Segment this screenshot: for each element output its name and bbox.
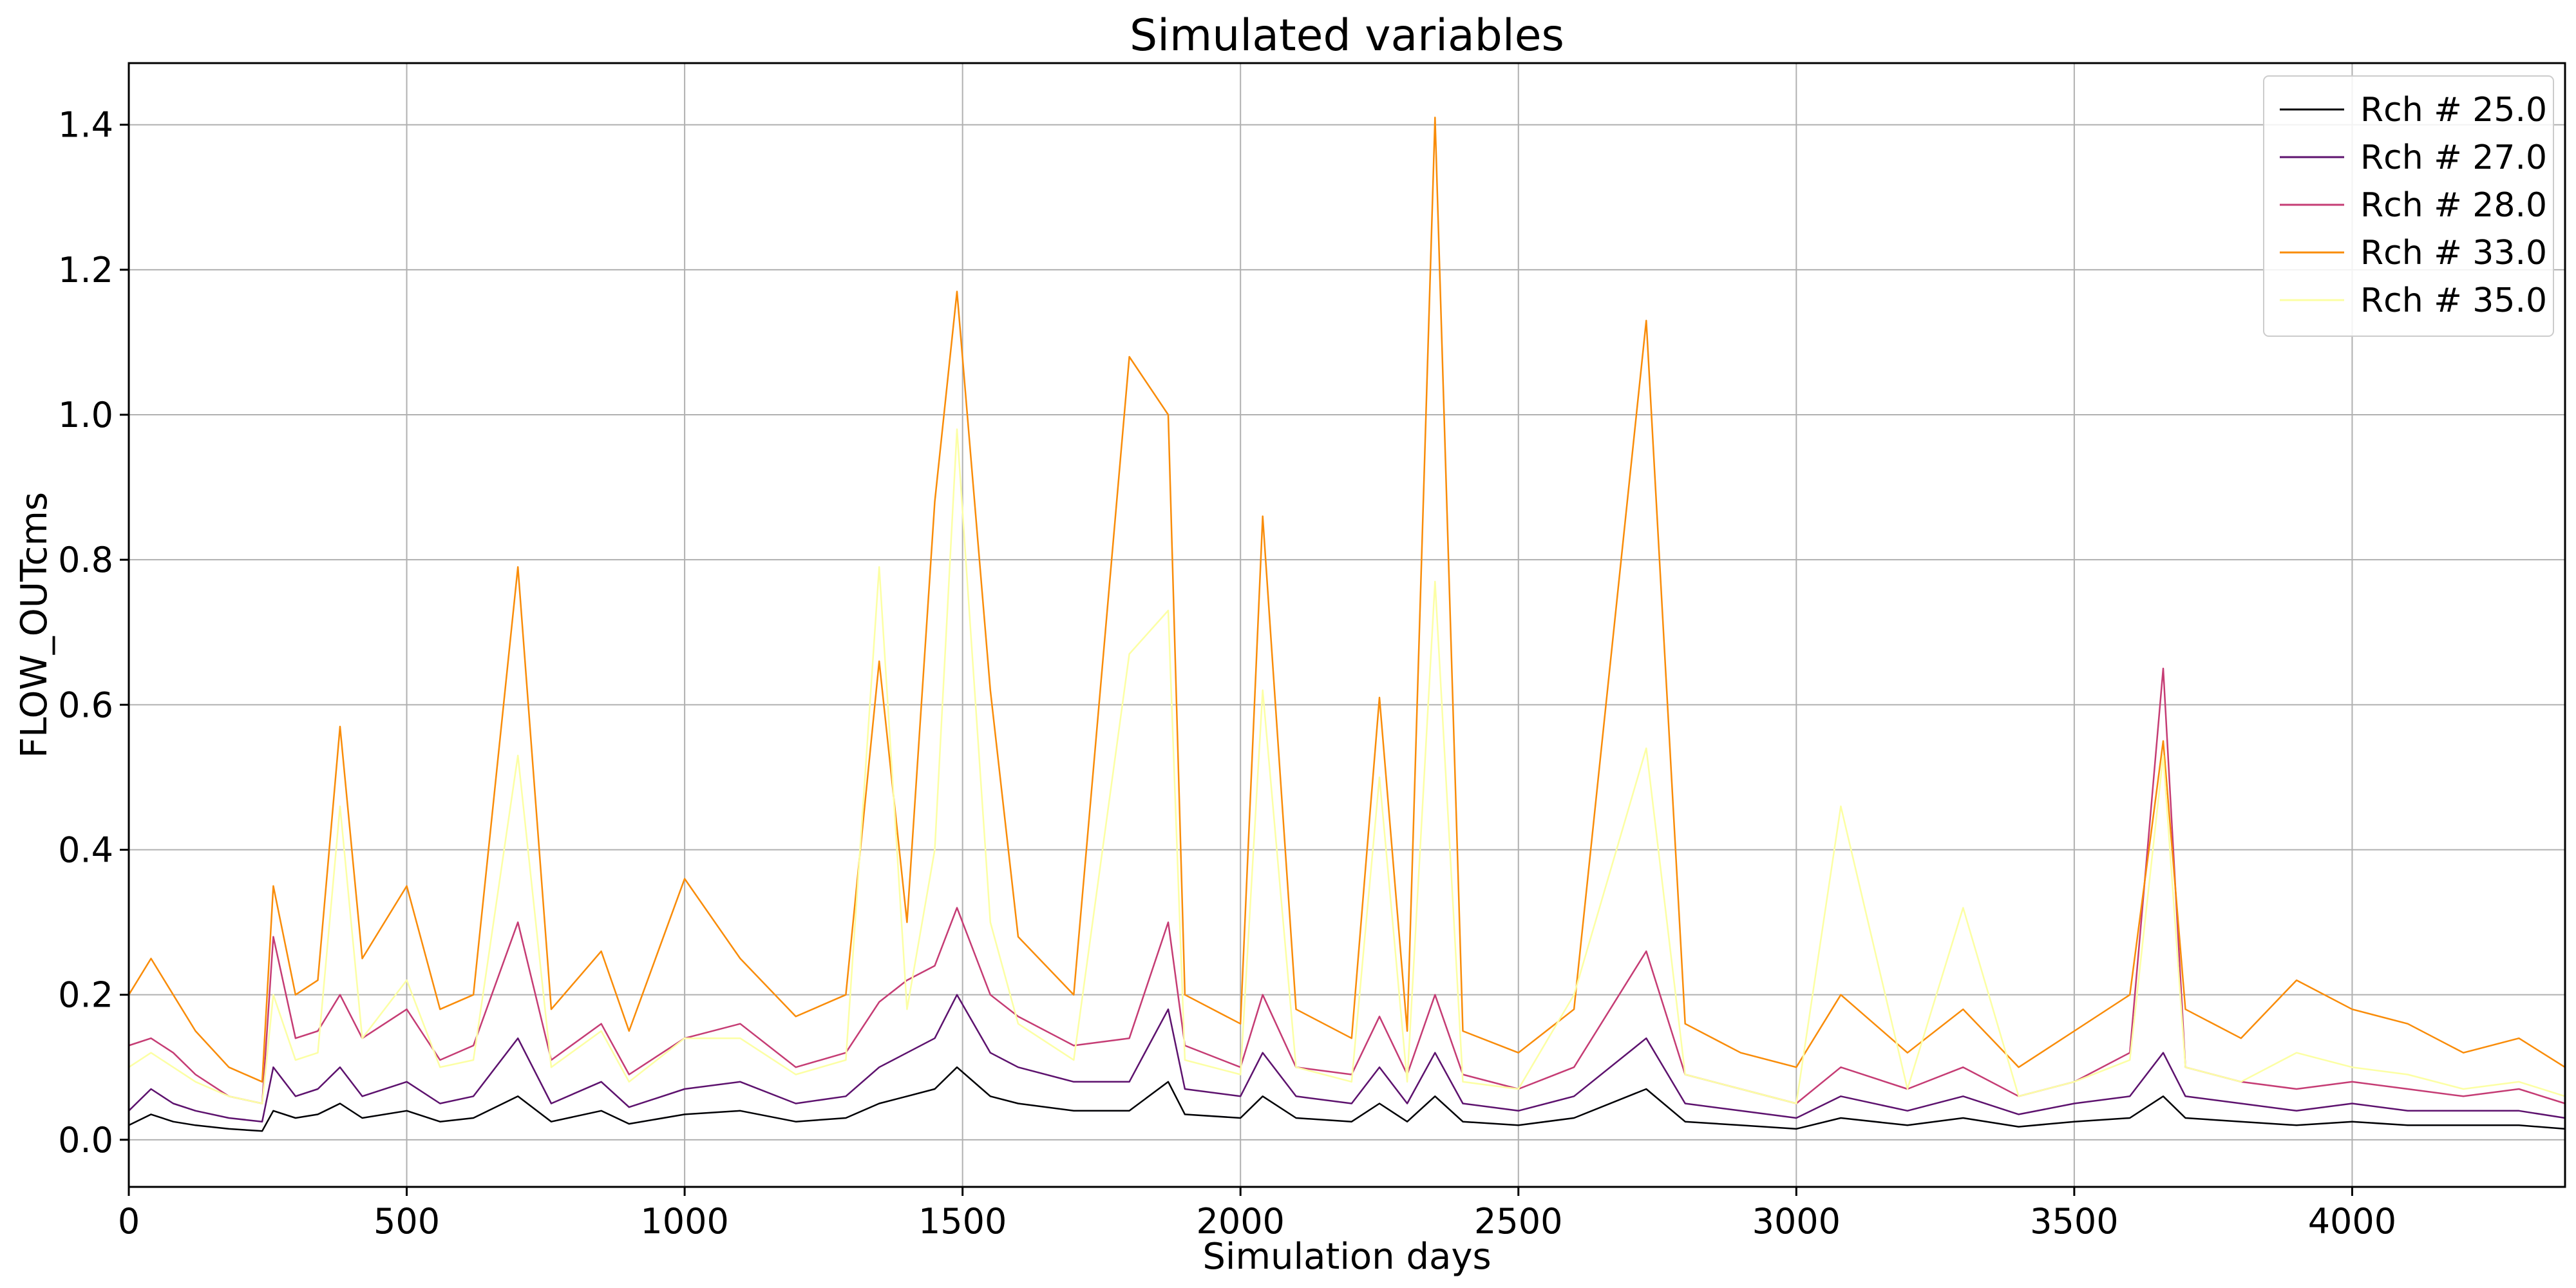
y-axis-ticks: 0.0 0.2 0.4 0.6 0.8 1.0 1.2 1.4 — [58, 105, 129, 1160]
x-tick-label: 0 — [118, 1201, 140, 1242]
x-tick-label: 3500 — [2030, 1201, 2118, 1242]
y-tick-label: 1.4 — [58, 105, 113, 146]
legend-label-2: Rch # 27.0 — [2360, 138, 2547, 177]
x-tick-label: 4000 — [2308, 1201, 2396, 1242]
y-tick-label: 0.4 — [58, 830, 113, 871]
legend: Rch # 25.0 Rch # 27.0 Rch # 28.0 Rch # 33.0… — [2263, 75, 2554, 337]
y-axis-label: FLOW_OUTcms — [14, 492, 55, 758]
grid — [128, 63, 2565, 1187]
x-tick-label: 2000 — [1196, 1201, 1284, 1242]
series-line-4 — [128, 117, 2566, 1083]
legend-label-1: Rch # 25.0 — [2360, 91, 2547, 129]
series-layer — [128, 117, 2566, 1132]
chart-title: Simulated variables — [1130, 10, 1564, 61]
y-tick-label: 1.0 — [58, 395, 113, 435]
legend-label-5: Rch # 35.0 — [2360, 281, 2547, 320]
y-tick-label: 0.2 — [58, 975, 113, 1016]
legend-box — [2263, 75, 2554, 337]
x-tick-label: 2500 — [1474, 1201, 1562, 1242]
series-line-1 — [128, 1066, 2566, 1132]
x-tick-label: 1500 — [918, 1201, 1007, 1242]
series-line-2 — [128, 994, 2566, 1122]
legend-label-3: Rch # 28.0 — [2360, 186, 2547, 225]
plot-frame — [128, 62, 2566, 1188]
y-tick-label: 0.6 — [58, 685, 113, 725]
x-axis-ticks: 0 500 1000 1500 2000 2500 3000 3500 4000 — [118, 1187, 2396, 1242]
series-line-5 — [128, 428, 2566, 1104]
y-tick-label: 0.0 — [58, 1120, 113, 1160]
legend-label-4: Rch # 33.0 — [2360, 234, 2547, 272]
y-tick-label: 0.8 — [58, 540, 113, 580]
y-tick-label: 1.2 — [58, 250, 113, 290]
x-tick-label: 3000 — [1752, 1201, 1841, 1242]
x-axis-label: Simulation days — [1202, 1236, 1491, 1278]
x-tick-label: 1000 — [640, 1201, 728, 1242]
x-tick-label: 500 — [374, 1201, 440, 1242]
series-line-3 — [128, 667, 2566, 1104]
